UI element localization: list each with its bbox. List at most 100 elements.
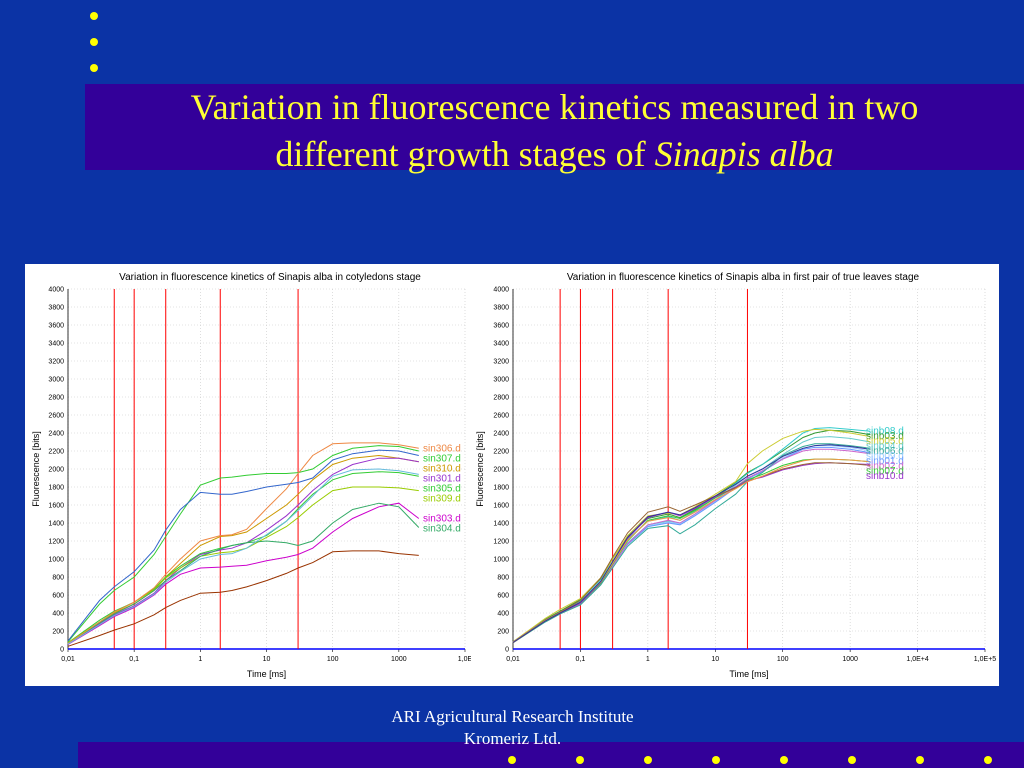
series-label: sin306.d [423,443,461,454]
y-tick-label: 0 [505,647,509,654]
y-tick-label: 1200 [493,539,509,546]
y-tick-label: 2200 [493,449,509,456]
chart-cotyledons-panel: Variation in fluorescence kinetics of Si… [25,264,471,686]
series-line [67,445,419,643]
footer-line1: ARI Agricultural Research Institute [391,707,634,726]
y-tick-label: 3400 [48,341,64,348]
slide-title-line2: different growth stages of [275,134,655,174]
series-label: sinb07.d [866,466,904,477]
y-tick-label: 4000 [48,287,64,294]
series-line [67,550,419,647]
x-axis-label: Time [ms] [729,669,768,679]
x-tick-label: 1 [198,656,202,663]
y-tick-label: 3200 [48,359,64,366]
title-band [85,84,1024,170]
series-label: sin303.d [423,514,461,525]
y-tick-label: 400 [52,611,64,618]
series-label: sinb09.d [866,451,904,462]
y-tick-label: 1800 [493,485,509,492]
footer-band [78,742,1024,768]
y-tick-label: 600 [497,593,509,600]
y-tick-label: 3400 [493,341,509,348]
y-tick-label: 800 [497,575,509,582]
y-tick-label: 2400 [48,431,64,438]
y-tick-label: 3200 [493,359,509,366]
bullet-dot [644,756,652,764]
series-line [67,457,419,645]
x-tick-label: 1000 [391,656,407,663]
bullet-dot [576,756,584,764]
bullet-dot [508,756,516,764]
y-tick-label: 600 [52,593,64,600]
series-line [67,471,419,644]
x-tick-label: 0,01 [61,656,75,663]
series-line [67,449,419,642]
series-line [67,502,420,645]
bullet-dot [984,756,992,764]
series-label: sin304.d [423,524,461,535]
series-line [67,486,419,644]
y-tick-label: 1000 [48,557,64,564]
y-tick-label: 2600 [493,413,509,420]
y-tick-label: 200 [497,629,509,636]
y-tick-label: 800 [52,575,64,582]
series-label: sin309.d [423,493,461,504]
y-tick-label: 1600 [493,503,509,510]
y-tick-label: 1400 [48,521,64,528]
y-tick-label: 1600 [48,503,64,510]
series-label: sinb01.d [866,456,904,467]
y-tick-label: 1400 [493,521,509,528]
series-line [512,428,871,643]
series-label: sin310.d [423,463,461,474]
y-tick-label: 2800 [493,395,509,402]
series-line [67,468,419,645]
y-tick-label: 3800 [493,305,509,312]
series-line [512,443,871,644]
footer-line2: Kromeriz Ltd. [463,729,562,748]
series-label: sinb05.d [866,436,904,447]
x-tick-label: 100 [777,656,789,663]
bullet-dot [90,64,98,72]
y-axis-label: Fluorescence [bits] [31,431,41,507]
y-tick-label: 2400 [493,431,509,438]
series-label: sinb02.d [866,461,904,472]
series-line [512,444,871,643]
series-label: sinb06.d [866,446,904,457]
series-line [67,502,420,645]
bullet-dot [90,38,98,46]
series-line [512,448,871,644]
y-tick-label: 3000 [493,377,509,384]
chart-title: Variation in fluorescence kinetics of Si… [567,272,920,283]
bullet-dot [712,756,720,764]
series-line [512,462,871,643]
y-axis-label: Fluorescence [bits] [475,431,485,507]
slide-title-line1: Variation in fluorescence kinetics measu… [190,87,919,127]
series-label: sinb03.d [866,431,904,442]
y-tick-label: 2000 [493,467,509,474]
bullet-dot [90,12,98,20]
x-tick-label: 0,1 [576,656,586,663]
footer-credit: ARI Agricultural Research Institute Krom… [330,706,695,750]
x-tick-label: 0,1 [129,656,139,663]
chart-title: Variation in fluorescence kinetics of Si… [119,272,421,283]
x-tick-label: 1 [646,656,650,663]
y-tick-label: 0 [60,647,64,654]
y-tick-label: 1800 [48,485,64,492]
y-tick-label: 400 [497,611,509,618]
series-label: sin307.d [423,453,461,464]
series-label: sin305.d [423,483,461,494]
chart-true-leaves-panel: Variation in fluorescence kinetics of Si… [471,264,999,686]
y-tick-label: 2200 [48,449,64,456]
x-tick-label: 1,0E+4 [906,656,928,663]
series-line [512,462,871,644]
series-line [67,442,419,645]
series-line [512,446,871,644]
y-tick-label: 1000 [493,557,509,564]
slide-title-species: Sinapis alba [654,134,834,174]
y-tick-label: 3600 [48,323,64,330]
bullet-dot [780,756,788,764]
y-tick-label: 3600 [493,323,509,330]
y-tick-label: 3800 [48,305,64,312]
x-axis-label: Time [ms] [247,669,286,679]
x-tick-label: 1,0E+5 [974,656,996,663]
